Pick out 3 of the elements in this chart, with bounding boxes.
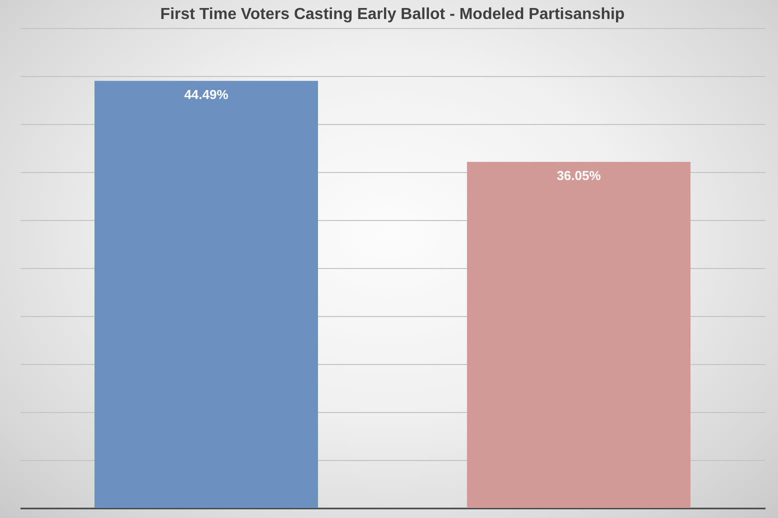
data-label: 36.05% [556,168,602,183]
data-label: 44.49% [184,86,229,102]
chart-title: First Time Voters Casting Early Ballot - Modeled Partisanship [160,6,625,23]
